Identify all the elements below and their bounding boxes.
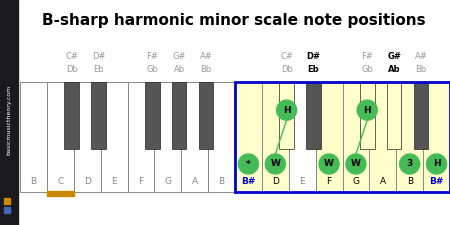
Text: Db: Db [66, 65, 77, 74]
Text: B#: B# [429, 178, 444, 187]
Text: B#: B# [241, 178, 256, 187]
Circle shape [266, 154, 285, 174]
Text: G#: G# [172, 52, 186, 61]
Bar [369, 82, 396, 192]
Text: W: W [351, 160, 361, 169]
Bar [145, 82, 160, 149]
Bar [262, 82, 289, 192]
Bar [306, 82, 321, 149]
Bar [360, 82, 374, 149]
Text: Ab: Ab [174, 65, 184, 74]
Text: Db: Db [281, 65, 292, 74]
Text: A: A [192, 178, 198, 187]
Text: F#: F# [146, 52, 158, 61]
Bar [198, 82, 213, 149]
Bar [4, 207, 10, 213]
Circle shape [238, 154, 258, 174]
Text: A: A [380, 178, 386, 187]
Text: B: B [31, 178, 36, 187]
Bar [235, 82, 262, 192]
Text: G: G [164, 178, 171, 187]
Text: C#: C# [65, 52, 78, 61]
Bar [47, 82, 74, 192]
Text: B: B [407, 178, 413, 187]
Bar [64, 82, 79, 149]
Text: F: F [327, 178, 332, 187]
Text: W: W [270, 160, 280, 169]
Text: E: E [299, 178, 305, 187]
Bar [181, 82, 208, 192]
Text: Gb: Gb [146, 65, 158, 74]
Bar [289, 82, 315, 192]
Text: F#: F# [361, 52, 373, 61]
Bar [423, 82, 450, 192]
Bar [387, 82, 401, 149]
Text: B: B [219, 178, 225, 187]
Text: Eb: Eb [93, 65, 104, 74]
Text: E: E [111, 178, 117, 187]
Text: basicmusictheory.com: basicmusictheory.com [6, 85, 12, 155]
Bar [0, 0, 18, 225]
Text: Bb: Bb [200, 65, 212, 74]
Text: D: D [84, 178, 90, 187]
Bar [154, 82, 181, 192]
Bar [235, 82, 450, 192]
Text: D#: D# [92, 52, 105, 61]
Text: Gb: Gb [361, 65, 373, 74]
Text: *: * [246, 160, 251, 169]
Bar [74, 82, 101, 192]
Text: 3: 3 [406, 160, 413, 169]
Circle shape [346, 154, 366, 174]
Bar [279, 82, 294, 149]
Circle shape [357, 100, 377, 120]
Bar [396, 82, 423, 192]
Bar [91, 82, 106, 149]
Text: Eb: Eb [308, 65, 320, 74]
Bar [101, 82, 127, 192]
Circle shape [427, 154, 446, 174]
Bar [47, 191, 74, 196]
Text: Bb: Bb [415, 65, 427, 74]
Text: C: C [57, 178, 63, 187]
Circle shape [277, 100, 297, 120]
Bar [208, 82, 235, 192]
Text: G: G [352, 178, 360, 187]
Bar [127, 82, 154, 192]
Text: H: H [433, 160, 441, 169]
Bar [4, 198, 10, 204]
Bar [172, 82, 186, 149]
Text: G#: G# [387, 52, 401, 61]
Text: W: W [324, 160, 334, 169]
Text: B-sharp harmonic minor scale note positions: B-sharp harmonic minor scale note positi… [42, 13, 426, 28]
Bar [20, 82, 47, 192]
Circle shape [400, 154, 420, 174]
Text: D#: D# [306, 52, 320, 61]
Text: D: D [272, 178, 279, 187]
Bar [315, 82, 342, 192]
Text: F: F [139, 178, 144, 187]
Circle shape [319, 154, 339, 174]
Text: A#: A# [200, 52, 212, 61]
Bar [342, 82, 369, 192]
Bar [414, 82, 428, 149]
Text: H: H [364, 106, 371, 115]
Text: H: H [283, 106, 290, 115]
Text: Ab: Ab [388, 65, 400, 74]
Text: C#: C# [280, 52, 293, 61]
Text: A#: A# [414, 52, 428, 61]
